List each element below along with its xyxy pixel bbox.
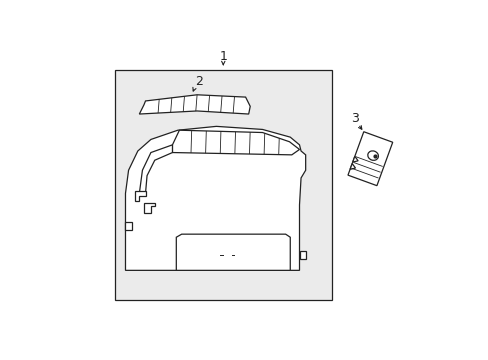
Ellipse shape: [367, 151, 378, 160]
Text: 1: 1: [219, 50, 227, 63]
Polygon shape: [172, 130, 299, 155]
Bar: [115, 70, 331, 300]
Text: 2: 2: [195, 75, 203, 88]
Polygon shape: [347, 132, 392, 186]
Polygon shape: [125, 126, 305, 270]
Polygon shape: [352, 156, 357, 162]
Polygon shape: [349, 163, 355, 169]
Polygon shape: [176, 234, 290, 270]
Polygon shape: [135, 191, 145, 201]
Polygon shape: [125, 222, 131, 230]
Polygon shape: [299, 251, 305, 259]
Polygon shape: [143, 203, 154, 213]
Text: 3: 3: [350, 112, 358, 125]
Polygon shape: [139, 145, 172, 193]
Polygon shape: [139, 95, 250, 114]
